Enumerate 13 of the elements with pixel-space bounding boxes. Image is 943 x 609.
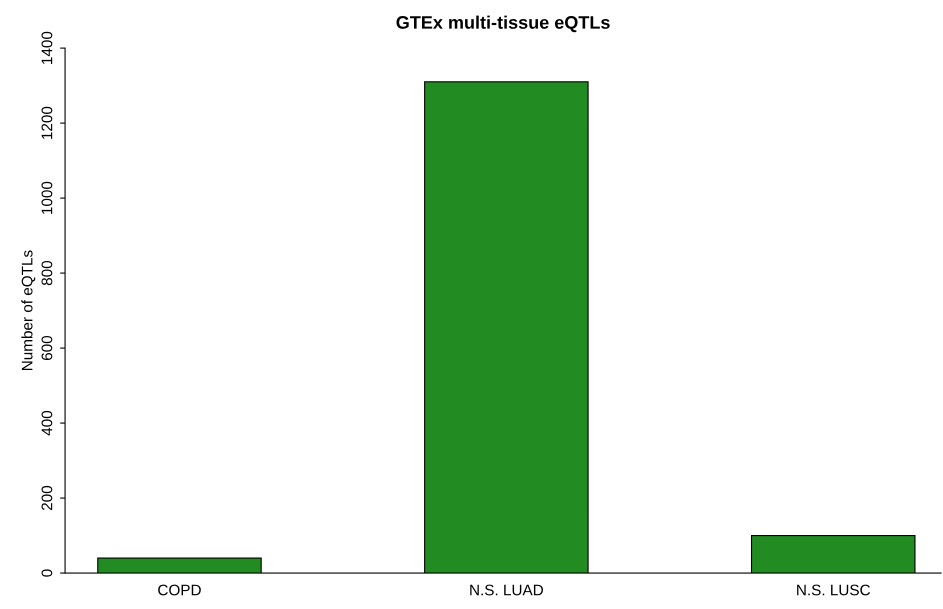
chart-title: GTEx multi-tissue eQTLs [396,16,610,32]
y-tick-label: 800 [42,260,52,286]
x-tick-label: N.S. LUSC [797,584,870,596]
y-tick-label: 200 [42,486,52,510]
y-tick-label: 1200 [42,106,52,139]
y-tick-label: 600 [42,336,52,360]
y-tick-label: 400 [42,410,52,436]
x-tick-label: N.S. LUAD [470,584,543,596]
y-axis-title: Number of eQTLs [21,250,36,370]
y-tick-label: 1000 [42,182,52,214]
y-tick-label: 0 [42,569,52,577]
y-tick-label: 1400 [42,32,52,64]
x-tick-label: COPD [158,584,201,596]
